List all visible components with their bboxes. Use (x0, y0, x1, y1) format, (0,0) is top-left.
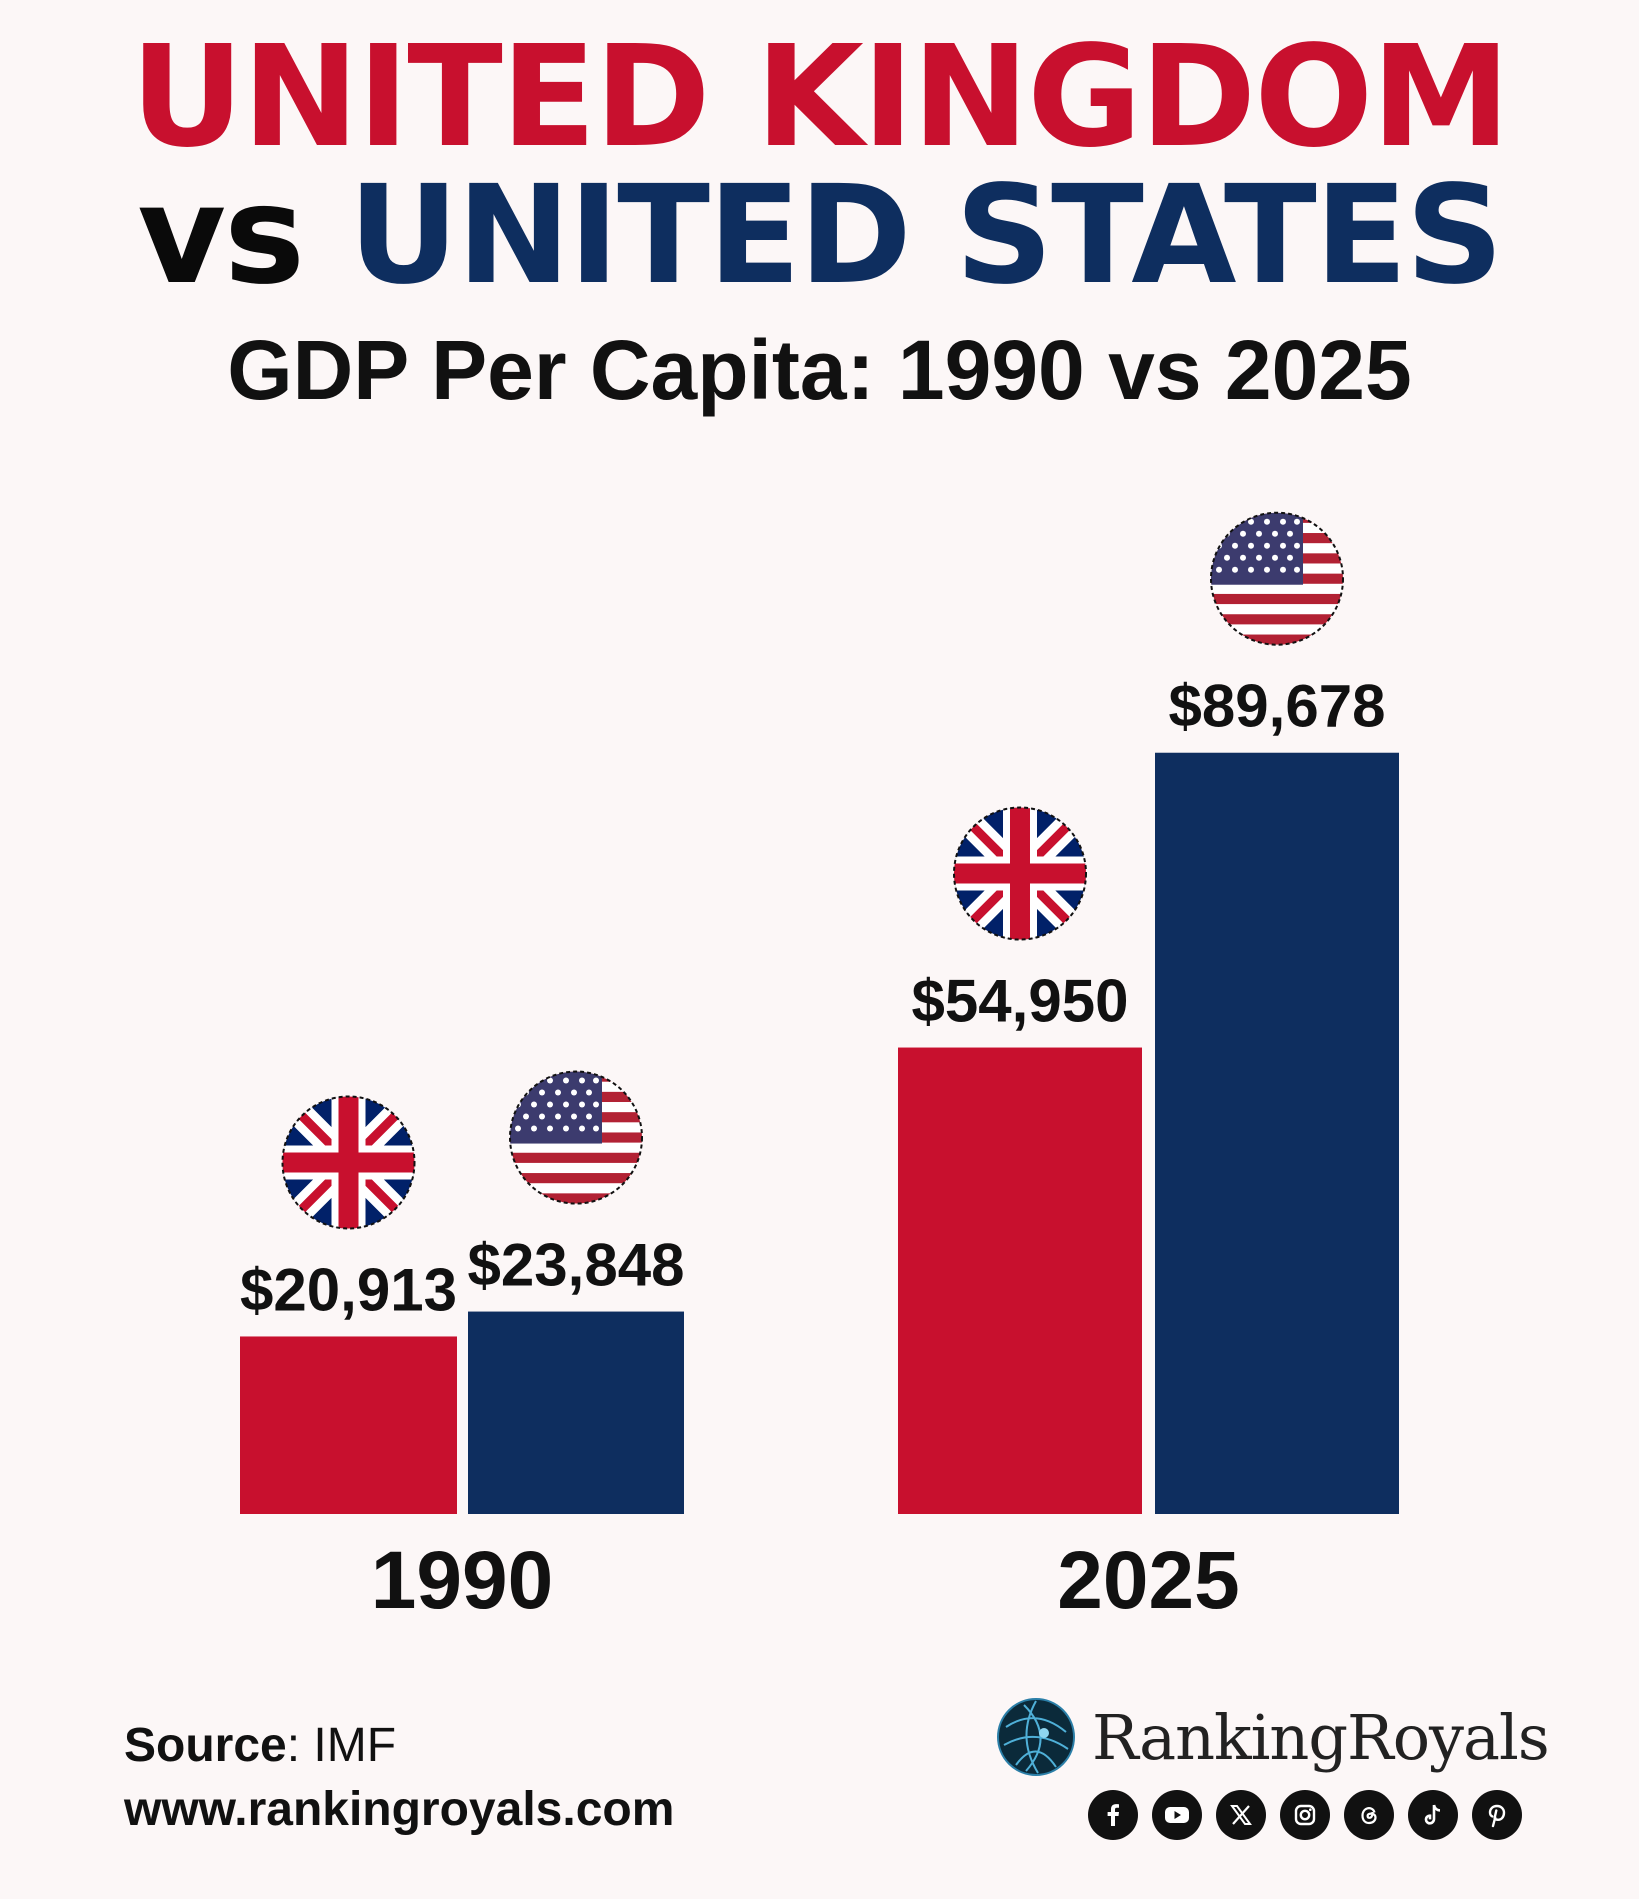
value-label-us-1990: $23,848 (468, 1232, 685, 1299)
category-label-1990: 1990 (371, 1535, 553, 1626)
value-label-us-2025: $89,678 (1169, 673, 1386, 740)
website-link[interactable]: www.rankingroyals.com (124, 1783, 675, 1836)
category-label-2025: 2025 (1057, 1535, 1239, 1626)
globe-logo-icon (997, 1698, 1075, 1776)
title-line2: UNITED STATES (348, 157, 1503, 315)
title-vs-united-states: vs UNITED STATES (0, 168, 1639, 304)
tiktok-icon[interactable] (1408, 1790, 1458, 1840)
value-label-uk-2025: $54,950 (912, 968, 1129, 1035)
source-label: Source (124, 1719, 287, 1772)
social-icons (1088, 1790, 1522, 1840)
uk-flag-icon (279, 1092, 419, 1232)
source-value: : IMF (286, 1719, 397, 1772)
bar-uk-2025 (898, 1047, 1142, 1514)
title-line1: UNITED KINGDOM (130, 16, 1510, 179)
source-line: Source: IMF (124, 1718, 396, 1773)
x-icon[interactable] (1216, 1790, 1266, 1840)
bar-uk-1990 (240, 1336, 457, 1514)
vs-word: vs (137, 157, 305, 315)
facebook-icon[interactable] (1088, 1790, 1138, 1840)
pinterest-icon[interactable] (1472, 1790, 1522, 1840)
threads-icon[interactable] (1344, 1790, 1394, 1840)
uk-flag-icon (950, 804, 1090, 944)
chart-subtitle: GDP Per Capita: 1990 vs 2025 (227, 323, 1412, 417)
bar-us-2025 (1155, 752, 1399, 1514)
bar-us-1990 (468, 1311, 684, 1514)
brand-name: RankingRoyals (1092, 1700, 1550, 1774)
us-flag-icon (1207, 509, 1347, 649)
us-flag-icon (506, 1068, 646, 1208)
value-label-uk-1990: $20,913 (240, 1256, 457, 1323)
gdp-bar-chart: $20,913 $23,848 1990 $54,950 $89,678 2025 (240, 0, 1399, 1626)
brand-logo: RankingRoyals (996, 1695, 1550, 1779)
title-united-kingdom: UNITED KINGDOM (0, 28, 1639, 168)
instagram-icon[interactable] (1280, 1790, 1330, 1840)
youtube-icon[interactable] (1152, 1790, 1202, 1840)
